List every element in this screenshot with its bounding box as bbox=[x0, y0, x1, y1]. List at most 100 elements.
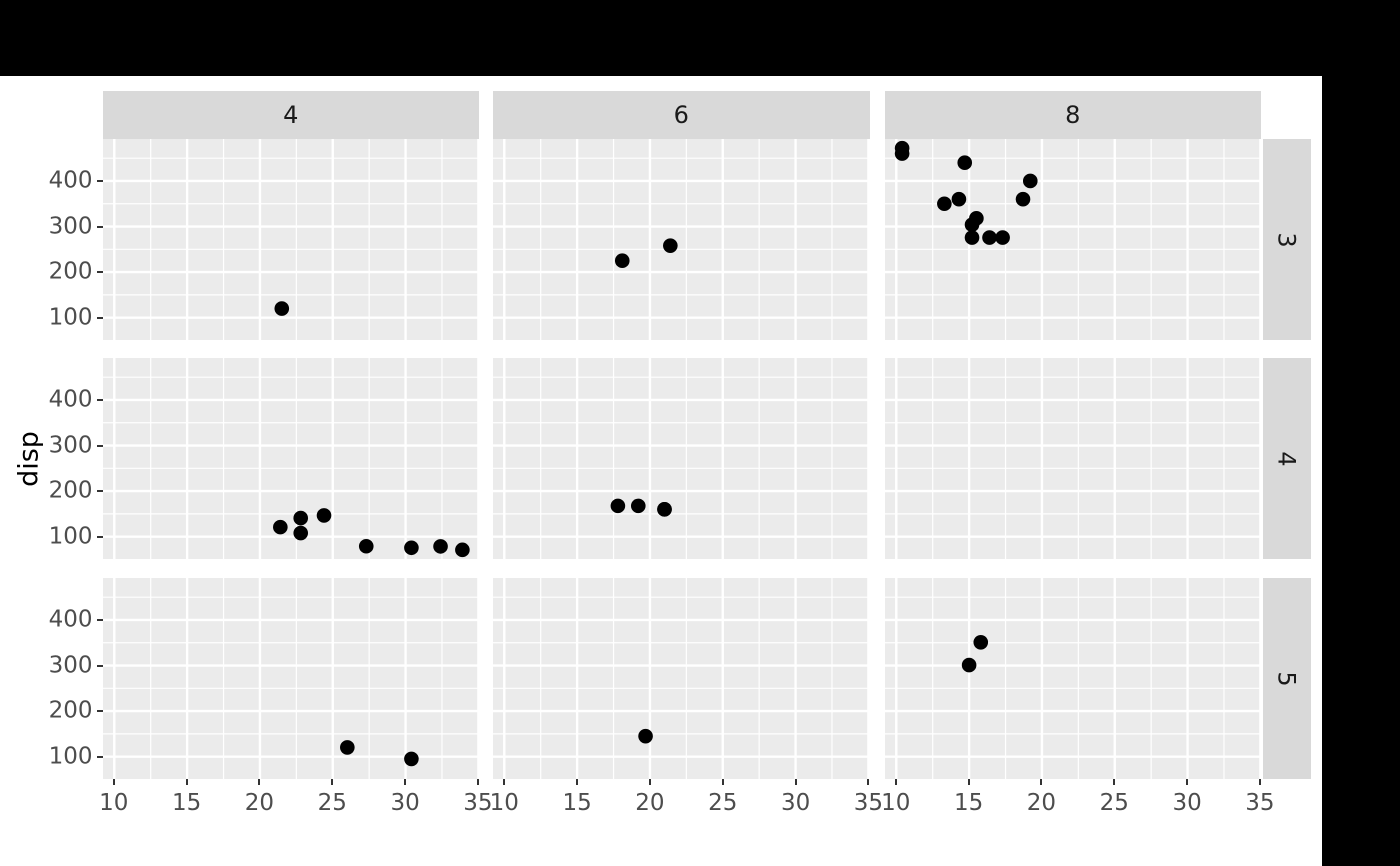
scatter-point bbox=[1015, 191, 1030, 207]
scatter-point bbox=[951, 191, 966, 207]
right-letterbox-bar bbox=[1322, 76, 1400, 866]
y-axis-tick-mark bbox=[96, 444, 103, 447]
x-axis-tick-mark bbox=[576, 779, 579, 785]
y-axis-tick-label: 200 bbox=[48, 258, 93, 285]
x-axis-tick-label: 25 bbox=[1099, 790, 1129, 816]
x-axis-tick-mark bbox=[185, 779, 188, 785]
scatter-point bbox=[994, 230, 1010, 245]
facet-panel-cyl4-gear4 bbox=[102, 358, 479, 559]
scatter-point bbox=[638, 728, 653, 744]
scatter-point bbox=[272, 519, 288, 535]
facet-panel-cyl4-gear3 bbox=[102, 139, 479, 340]
scatter-point bbox=[454, 542, 470, 558]
x-axis-tick-mark bbox=[648, 779, 651, 785]
facet-row-strip-2: 4 bbox=[1263, 358, 1311, 559]
y-axis-tick-mark bbox=[96, 618, 103, 621]
panel-background bbox=[102, 358, 479, 559]
top-letterbox-bar bbox=[0, 0, 1400, 76]
panel-background bbox=[102, 139, 479, 340]
scatter-point bbox=[610, 498, 626, 514]
facet-row-strip-1: 3 bbox=[1263, 139, 1311, 340]
x-axis-tick-mark bbox=[112, 779, 115, 785]
facet-column-strip-label: 4 bbox=[283, 101, 299, 129]
x-axis-tick-mark bbox=[1258, 779, 1261, 785]
y-axis-tick-label: 400 bbox=[48, 386, 93, 413]
x-axis-tick-mark bbox=[794, 779, 797, 785]
facet-panel-cyl8-gear3 bbox=[884, 139, 1261, 340]
scatter-point bbox=[403, 751, 419, 767]
y-axis-tick-label: 200 bbox=[48, 697, 93, 724]
scatter-point bbox=[964, 217, 979, 233]
facet-panel-cyl6-gear3 bbox=[493, 139, 870, 340]
x-axis-tick-mark bbox=[258, 779, 261, 785]
y-axis-tick-label: 100 bbox=[48, 304, 93, 331]
x-axis-tick-label: 15 bbox=[562, 790, 592, 816]
x-axis-tick-mark bbox=[721, 779, 724, 785]
y-axis-tick-mark bbox=[96, 225, 103, 228]
x-axis-tick-label: 15 bbox=[953, 790, 984, 816]
x-axis-tick-mark bbox=[967, 779, 970, 785]
facet-column-strip-2: 6 bbox=[493, 91, 870, 139]
facet-panel-cyl4-gear5 bbox=[102, 578, 479, 779]
x-axis-tick-label: 25 bbox=[317, 790, 347, 816]
scatter-point bbox=[894, 146, 909, 161]
scatter-point bbox=[432, 539, 448, 554]
y-axis-tick-label: 300 bbox=[48, 213, 93, 240]
scatter-point bbox=[1022, 173, 1038, 189]
y-axis-tick-label: 400 bbox=[48, 606, 93, 633]
x-axis-tick-label: 20 bbox=[635, 790, 665, 816]
x-axis-tick-label: 15 bbox=[171, 790, 202, 816]
x-axis-tick-mark bbox=[867, 779, 870, 785]
y-axis-tick-mark bbox=[96, 316, 103, 319]
facet-column-strip-label: 8 bbox=[1065, 101, 1081, 129]
facet-row-strip-label: 4 bbox=[1273, 450, 1301, 467]
scatter-point bbox=[972, 634, 988, 650]
facet-column-strip-1: 4 bbox=[102, 91, 479, 139]
facet-row-strip-3: 5 bbox=[1263, 578, 1311, 779]
y-axis-title: disp bbox=[13, 431, 45, 487]
x-axis-tick-label: 10 bbox=[99, 790, 129, 816]
y-axis-tick-mark bbox=[96, 535, 103, 538]
scatter-point bbox=[981, 230, 997, 245]
y-axis-tick-mark bbox=[96, 398, 103, 401]
y-axis-tick-mark bbox=[96, 755, 103, 758]
scatter-point bbox=[630, 498, 646, 514]
x-axis-tick-mark bbox=[404, 779, 407, 785]
y-axis-tick-mark bbox=[96, 179, 103, 182]
x-axis-tick-mark bbox=[894, 779, 897, 785]
x-axis-tick-label: 35 bbox=[1245, 790, 1275, 816]
scatter-point bbox=[964, 230, 979, 245]
x-axis-tick-label: 20 bbox=[1026, 790, 1057, 816]
y-axis-tick-mark bbox=[96, 271, 103, 274]
x-axis-tick-mark bbox=[503, 779, 506, 785]
facet-panel-cyl8-gear5 bbox=[884, 578, 1261, 779]
panel-background bbox=[884, 358, 1261, 559]
facet-column-strip-3: 8 bbox=[884, 91, 1261, 139]
y-axis-tick-mark bbox=[96, 710, 103, 713]
y-axis-tick-mark bbox=[96, 490, 103, 493]
x-axis-tick-label: 25 bbox=[708, 790, 738, 816]
panel-background bbox=[493, 358, 870, 559]
y-axis-tick-label: 100 bbox=[48, 523, 93, 550]
facet-row-strip-label: 5 bbox=[1273, 670, 1301, 687]
scatter-point bbox=[663, 238, 678, 253]
facet-panel-cyl6-gear4 bbox=[493, 358, 870, 559]
x-axis-tick-label: 35 bbox=[463, 790, 493, 816]
x-axis-tick-mark bbox=[1186, 779, 1189, 785]
y-axis-tick-mark bbox=[96, 664, 103, 667]
x-axis-tick-label: 30 bbox=[780, 790, 811, 816]
scatter-point bbox=[273, 301, 289, 316]
facet-panel-cyl6-gear5 bbox=[493, 578, 870, 779]
x-axis-tick-mark bbox=[476, 779, 479, 785]
y-axis-tick-label: 400 bbox=[48, 167, 93, 194]
x-axis-tick-label: 20 bbox=[244, 790, 275, 816]
scatter-point bbox=[936, 196, 952, 212]
x-axis-tick-mark bbox=[331, 779, 334, 785]
scatter-point bbox=[961, 657, 976, 673]
panel-background bbox=[884, 578, 1261, 779]
scatter-point bbox=[358, 538, 374, 554]
x-axis-tick-label: 10 bbox=[489, 790, 519, 816]
scatter-point bbox=[292, 510, 308, 526]
y-axis-tick-label: 200 bbox=[48, 477, 93, 504]
